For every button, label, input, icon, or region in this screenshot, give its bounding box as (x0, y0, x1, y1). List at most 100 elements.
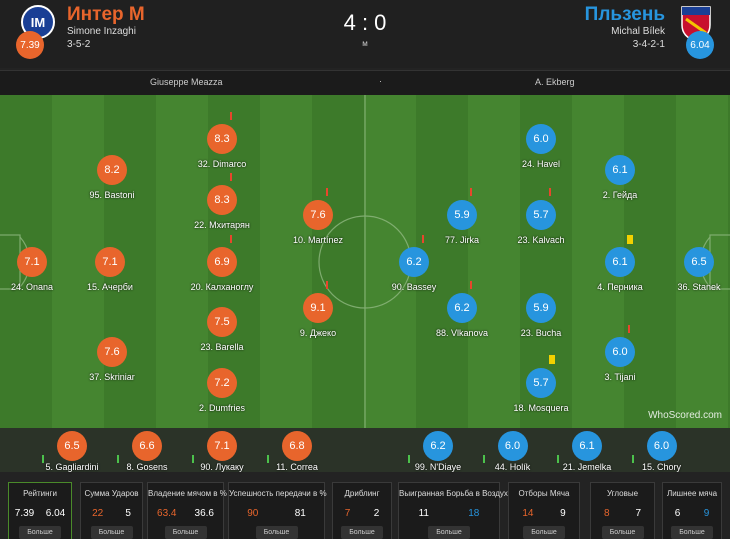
stat-values: 90 81 (229, 508, 324, 519)
home-name[interactable]: Интер М (67, 4, 145, 25)
sub-on-icon (42, 455, 44, 463)
stat-values: 63.4 36.6 (148, 508, 223, 519)
player-name: 23. Bucha (520, 328, 562, 338)
player-name: 22. Мхитарян (194, 220, 250, 230)
sub-rating[interactable]: 6.2 (423, 431, 453, 461)
player-rating[interactable]: 6.0 (605, 337, 635, 367)
more-button[interactable]: Больше (428, 526, 470, 539)
info-bar (0, 70, 730, 96)
player-rating[interactable]: 7.2 (207, 368, 237, 398)
more-button[interactable]: Больше (341, 526, 383, 539)
player-rating[interactable]: 5.7 (526, 368, 556, 398)
status: м (362, 39, 368, 48)
sub-on-icon (557, 455, 559, 463)
stat-values: 22 5 (81, 508, 142, 519)
stat-home: 7 (344, 508, 351, 519)
player-rating[interactable]: 8.2 (97, 155, 127, 185)
stat-home: 7.39 (14, 508, 35, 519)
more-button[interactable]: Больше (90, 526, 133, 539)
player-name: 24. Onana (10, 282, 54, 292)
player-rating[interactable]: 5.7 (526, 200, 556, 230)
stat-title: Дриблинг (344, 489, 380, 498)
sub-rating[interactable]: 6.6 (132, 431, 162, 461)
stat-away: 6.04 (45, 508, 66, 519)
separator: · (379, 76, 382, 86)
more-button[interactable]: Больше (19, 526, 61, 539)
home-manager: Simone Inzaghi (67, 26, 136, 37)
player-rating[interactable]: 5.9 (447, 200, 477, 230)
stat-box: Успешность передачи в % 90 81 Больше (228, 482, 327, 539)
sub-on-icon (117, 455, 119, 463)
stat-away: 18 (468, 508, 480, 519)
sub-name: 44. Holík (494, 462, 531, 472)
sub-name: 11. Correa (276, 462, 318, 472)
sub-name: 8. Gosens (126, 462, 168, 472)
away-manager: Michal Bílek (611, 26, 665, 37)
player-rating[interactable]: 7.6 (97, 337, 127, 367)
sub-off-icon (230, 112, 232, 120)
player-rating[interactable]: 7.5 (207, 307, 237, 337)
sub-rating[interactable]: 6.8 (282, 431, 312, 461)
sub-off-icon (230, 235, 232, 243)
stat-title: Сумма Ударов (84, 489, 139, 498)
sub-rating[interactable]: 6.5 (57, 431, 87, 461)
player-rating[interactable]: 7.6 (303, 200, 333, 230)
player-rating[interactable]: 8.3 (207, 185, 237, 215)
subs-bar (0, 428, 730, 472)
sub-rating[interactable]: 6.1 (572, 431, 602, 461)
player-name: 9. Джеко (299, 328, 337, 338)
player-rating[interactable]: 6.1 (605, 247, 635, 277)
stat-away: 9 (560, 508, 566, 519)
player-rating[interactable]: 6.0 (526, 124, 556, 154)
player-rating[interactable]: 6.1 (605, 155, 635, 185)
stat-away: 9 (703, 508, 710, 519)
sub-on-icon (631, 455, 634, 463)
stat-home: 22 (92, 508, 104, 519)
more-button[interactable]: Больше (523, 526, 565, 539)
player-name: 10. Martínez (292, 235, 344, 245)
sub-off-icon (326, 281, 328, 289)
more-button[interactable]: Больше (671, 526, 713, 539)
player-name: 23. Kalvach (517, 235, 565, 245)
player-name: 15. Ачерби (87, 282, 133, 292)
sub-rating[interactable]: 6.0 (646, 431, 677, 461)
stat-away: 7 (635, 508, 642, 519)
player-rating[interactable]: 8.3 (207, 124, 237, 154)
sub-off-icon (549, 188, 551, 196)
stat-title: Рейтинги (23, 489, 57, 498)
sub-on-icon (408, 455, 410, 463)
sub-rating[interactable]: 6.0 (497, 431, 528, 461)
more-button[interactable]: Больше (255, 526, 298, 539)
player-rating[interactable]: 6.2 (447, 293, 477, 323)
stat-values: 14 9 (509, 508, 579, 519)
stat-values: 7.39 6.04 (9, 508, 71, 519)
sub-rating[interactable]: 7.1 (207, 431, 237, 461)
player-rating[interactable]: 6.5 (684, 247, 714, 277)
stat-title: Выигранная Борьба в Воздухе (399, 489, 513, 498)
stat-title: Отборы Мяча (518, 489, 570, 498)
svg-text:IM: IM (31, 15, 45, 30)
player-rating[interactable]: 9.1 (303, 293, 333, 323)
sub-off-icon (326, 188, 328, 196)
player-rating[interactable]: 7.1 (95, 247, 125, 277)
yellow-card (627, 235, 633, 244)
stat-away: 36.6 (194, 508, 214, 519)
player-rating[interactable]: 7.1 (17, 247, 47, 277)
stat-title: Лишнее мяча (666, 489, 718, 498)
stat-home: 63.4 (157, 508, 177, 519)
player-rating[interactable]: 6.2 (399, 247, 429, 277)
player-name: 2. Гейда (602, 190, 638, 200)
sub-on-icon (192, 455, 194, 463)
more-button[interactable]: Больше (164, 526, 207, 539)
more-button[interactable]: Больше (601, 526, 644, 539)
sub-off-icon (470, 188, 472, 196)
sub-name: 90. Лукаку (200, 462, 244, 472)
player-rating[interactable]: 6.9 (207, 247, 237, 277)
stat-box: Выигранная Борьба в Воздухе 11 18 Больше (398, 482, 513, 539)
away-name[interactable]: Пльзень (584, 4, 665, 25)
stat-away: 81 (294, 508, 306, 519)
player-rating[interactable]: 5.9 (526, 293, 556, 323)
